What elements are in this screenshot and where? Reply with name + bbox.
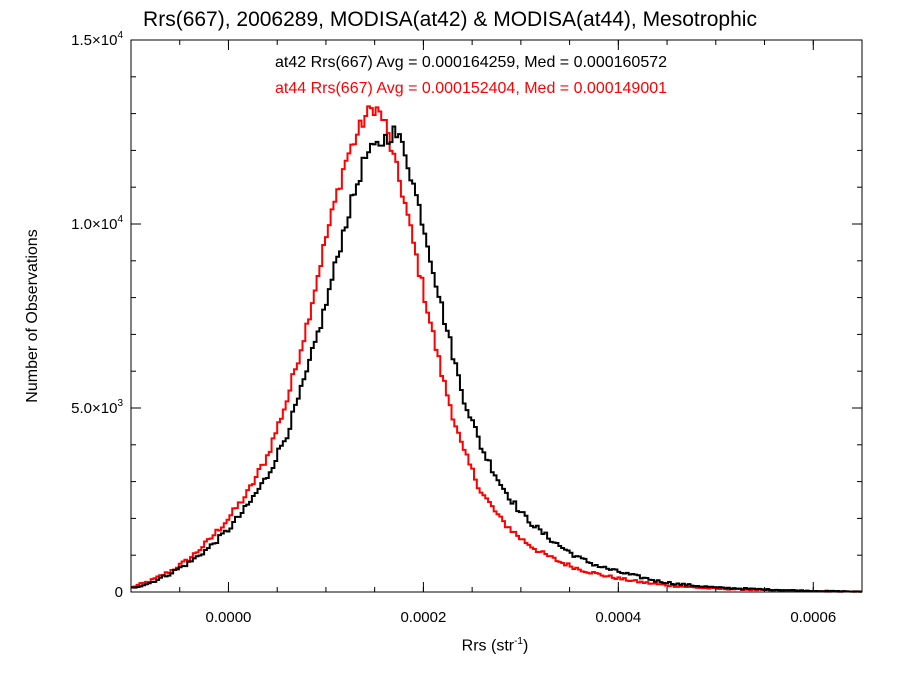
y-axis-label: Number of Observations — [24, 229, 41, 403]
y-tick-label: 1.5×104 — [71, 30, 123, 49]
x-tick-label: 0.0004 — [595, 609, 641, 626]
y-tick-label: 1.0×104 — [71, 214, 123, 233]
x-axis-label: Rrs (str-1) — [462, 636, 529, 655]
x-tick-label: 0.0002 — [400, 609, 446, 626]
annotation-at44: at44 Rrs(667) Avg = 0.000152404, Med = 0… — [275, 80, 668, 97]
plot-frame — [130, 39, 863, 593]
series-at44-line — [131, 105, 862, 593]
annotation-at42: at42 Rrs(667) Avg = 0.000164259, Med = 0… — [275, 54, 668, 71]
y-tick-label: 5.0×103 — [71, 398, 123, 417]
axes-layer: 0.0000 0.0002 0.0004 0.0006 0 5.0×103 1.0×104 1… — [71, 30, 863, 626]
x-axis-label-close: ) — [523, 637, 529, 655]
x-axis-label-base: Rrs (str — [461, 637, 515, 655]
y-tick-label: 0 — [115, 584, 123, 601]
series-layer — [131, 105, 862, 593]
x-tick-label: 0.0006 — [790, 609, 836, 626]
x-axis-label-exponent: -1 — [514, 636, 524, 647]
chart-title: Rrs(667), 2006289, MODISA(at42) & MODISA… — [143, 8, 757, 31]
series-at42-line — [131, 125, 862, 593]
x-tick-label: 0.0000 — [206, 609, 252, 626]
